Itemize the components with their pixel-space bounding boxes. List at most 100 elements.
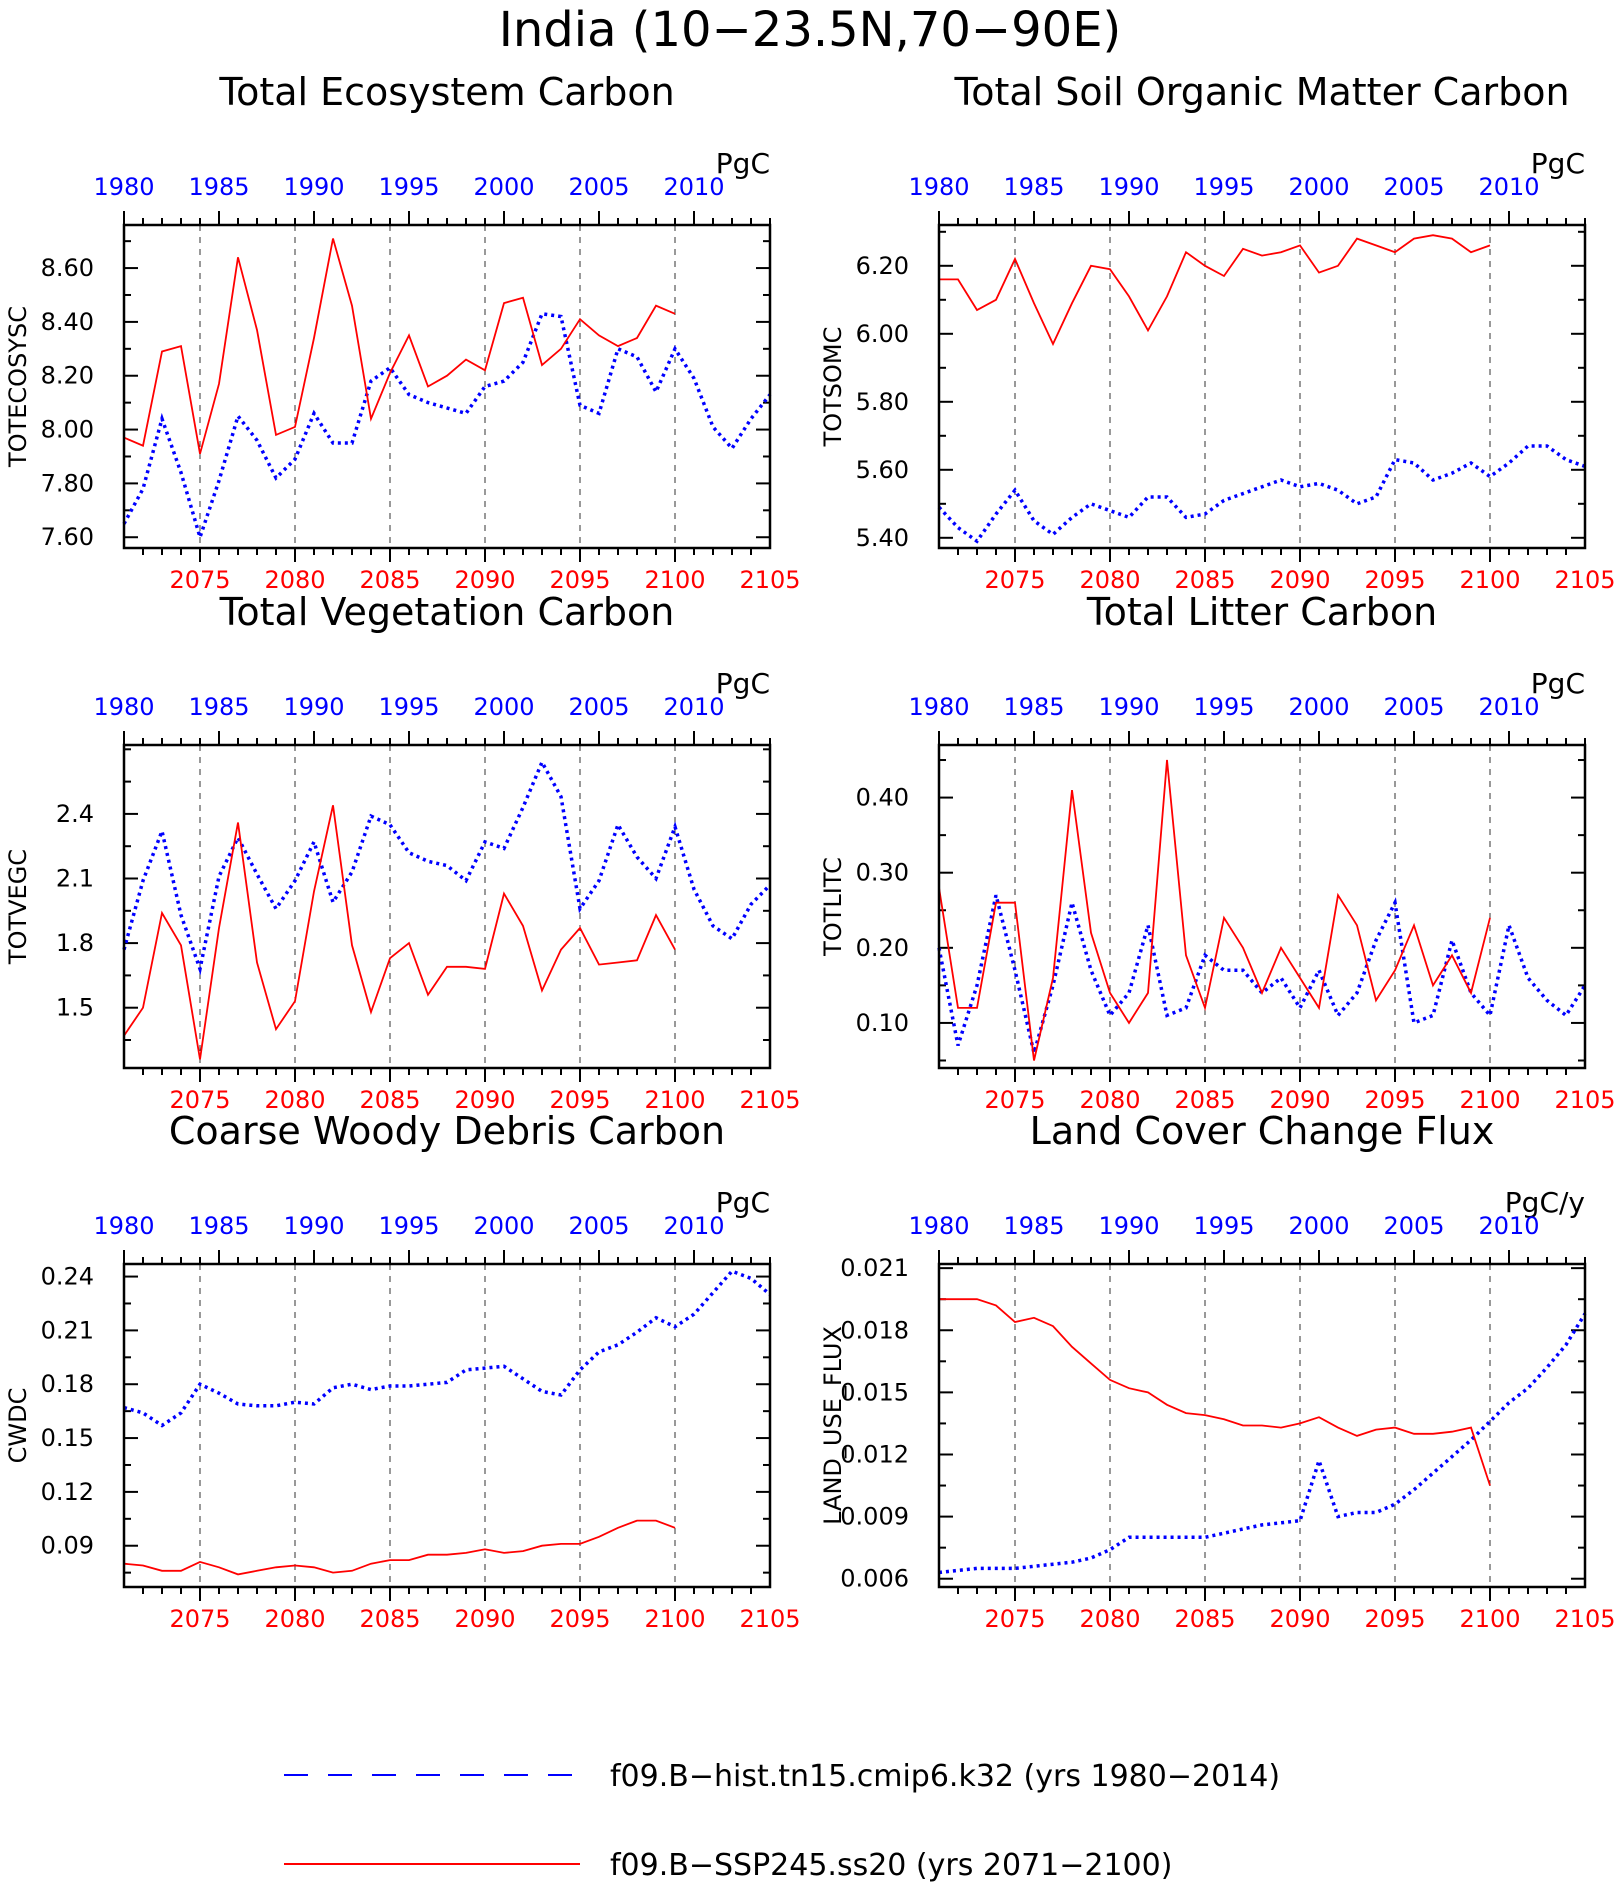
panels: Total Ecosystem Carbon PgC TOTECOSYSC 2075 2… — [4, 70, 1616, 1633]
y-axis-label: TOTVEGC — [4, 849, 32, 965]
panel-1: Total Ecosystem Carbon PgC TOTECOSYSC 2075 2… — [4, 70, 801, 594]
x-tick-label: 2080 — [264, 1086, 325, 1114]
panel-2: Total Soil Organic Matter Carbon PgC TOTSO… — [819, 70, 1616, 594]
top-tick-label: 2000 — [473, 693, 534, 721]
top-tick-label: 2000 — [473, 173, 534, 201]
top-tick-label: 2010 — [1478, 1212, 1539, 1240]
panel-title: Total Soil Organic Matter Carbon — [953, 70, 1569, 114]
x-tick-label: 2080 — [264, 1605, 325, 1633]
panel-3: Total Vegetation Carbon PgC TOTVEGC 2075 208… — [4, 590, 801, 1114]
x-tick-label: 2100 — [1459, 566, 1520, 594]
x-tick-label: 2090 — [1269, 566, 1330, 594]
top-tick-label: 2005 — [1383, 173, 1444, 201]
x-tick-label: 2085 — [359, 566, 420, 594]
y-tick-label: 7.60 — [41, 523, 94, 551]
x-tick-label: 2095 — [1364, 1605, 1425, 1633]
x-tick-label: 2090 — [1269, 1605, 1330, 1633]
x-tick-label: 2105 — [739, 1086, 800, 1114]
panel-title: Coarse Woody Debris Carbon — [169, 1109, 725, 1153]
top-tick-label: 1980 — [908, 173, 969, 201]
y-tick-label: 2.4 — [56, 800, 94, 828]
x-tick-label: 2090 — [454, 1086, 515, 1114]
y-tick-label: 0.12 — [41, 1478, 94, 1506]
top-tick-label: 1980 — [93, 173, 154, 201]
y-tick-label: 5.80 — [856, 388, 909, 416]
panel-5: Coarse Woody Debris Carbon PgC CWDC 2075 208… — [4, 1109, 801, 1633]
panel-title: Total Vegetation Carbon — [219, 590, 675, 634]
x-tick-label: 2080 — [1079, 1086, 1140, 1114]
series-line-hist — [937, 444, 1586, 544]
top-tick-label: 2000 — [1288, 1212, 1349, 1240]
y-tick-label: 0.009 — [840, 1503, 909, 1531]
units-label: PgC — [1531, 147, 1585, 180]
top-tick-label: 2010 — [1478, 693, 1539, 721]
top-tick-label: 1985 — [188, 173, 249, 201]
x-tick-label: 2085 — [1174, 1086, 1235, 1114]
units-label: PgC — [716, 1186, 770, 1219]
series-line-ssp — [123, 805, 676, 1060]
x-tick-label: 2105 — [739, 1605, 800, 1633]
units-label: PgC/y — [1505, 1186, 1585, 1219]
x-tick-label: 2075 — [984, 1605, 1045, 1633]
top-tick-label: 1995 — [1193, 1212, 1254, 1240]
x-tick-label: 2095 — [549, 1605, 610, 1633]
y-axis-label: TOTECOSYSC — [4, 306, 32, 468]
top-tick-label: 2005 — [1383, 1212, 1444, 1240]
x-tick-label: 2075 — [984, 566, 1045, 594]
top-tick-label: 2010 — [1478, 173, 1539, 201]
units-label: PgC — [716, 667, 770, 700]
x-tick-label: 2075 — [169, 1086, 230, 1114]
y-tick-label: 0.21 — [41, 1316, 94, 1344]
top-tick-label: 1995 — [378, 693, 439, 721]
top-tick-label: 2005 — [568, 1212, 629, 1240]
plot-frame — [937, 223, 1587, 550]
series-line-ssp — [939, 234, 1491, 347]
units-label: PgC — [716, 147, 770, 180]
top-tick-label: 1990 — [283, 1212, 344, 1240]
y-axis-label: TOTLITC — [819, 857, 847, 957]
top-tick-label: 2010 — [663, 173, 724, 201]
plot-frame — [937, 743, 1587, 1070]
y-tick-label: 0.10 — [856, 1009, 909, 1037]
series-line-hist — [123, 1269, 772, 1428]
x-tick-label: 2095 — [1364, 1086, 1425, 1114]
x-tick-label: 2090 — [454, 1605, 515, 1633]
x-tick-label: 2080 — [1079, 1605, 1140, 1633]
x-tick-label: 2105 — [739, 566, 800, 594]
y-tick-label: 0.012 — [840, 1440, 909, 1468]
series-line-ssp — [123, 238, 676, 455]
top-tick-label: 1995 — [378, 173, 439, 201]
y-tick-label: 0.015 — [840, 1378, 909, 1406]
x-tick-label: 2085 — [359, 1605, 420, 1633]
top-tick-label: 1985 — [1003, 173, 1064, 201]
y-tick-label: 8.60 — [41, 254, 94, 282]
x-tick-label: 2095 — [549, 566, 610, 594]
series-line-ssp — [938, 759, 1491, 1061]
top-tick-label: 1995 — [1193, 693, 1254, 721]
x-tick-label: 2100 — [1459, 1086, 1520, 1114]
x-tick-label: 2100 — [1459, 1605, 1520, 1633]
y-tick-label: 5.60 — [856, 456, 909, 484]
x-tick-label: 2090 — [454, 566, 515, 594]
x-tick-label: 2100 — [644, 1086, 705, 1114]
units-label: PgC — [1531, 667, 1585, 700]
y-tick-label: 5.40 — [856, 524, 909, 552]
top-tick-label: 1980 — [908, 1212, 969, 1240]
y-tick-label: 1.5 — [56, 994, 94, 1022]
x-tick-label: 2095 — [1364, 566, 1425, 594]
top-tick-label: 2005 — [568, 173, 629, 201]
x-tick-label: 2085 — [359, 1086, 420, 1114]
y-tick-label: 1.8 — [56, 929, 94, 957]
top-tick-label: 1990 — [1098, 173, 1159, 201]
x-tick-label: 2075 — [169, 1605, 230, 1633]
y-tick-label: 0.15 — [41, 1424, 94, 1452]
panel-title: Total Ecosystem Carbon — [218, 70, 674, 114]
x-tick-label: 2085 — [1174, 566, 1235, 594]
series-line-hist — [122, 758, 772, 976]
plot-frame — [122, 743, 772, 1070]
plot-frame — [122, 1262, 772, 1589]
top-tick-label: 2010 — [663, 693, 724, 721]
y-tick-label: 7.80 — [41, 469, 94, 497]
y-axis-label: CWDC — [4, 1388, 32, 1464]
